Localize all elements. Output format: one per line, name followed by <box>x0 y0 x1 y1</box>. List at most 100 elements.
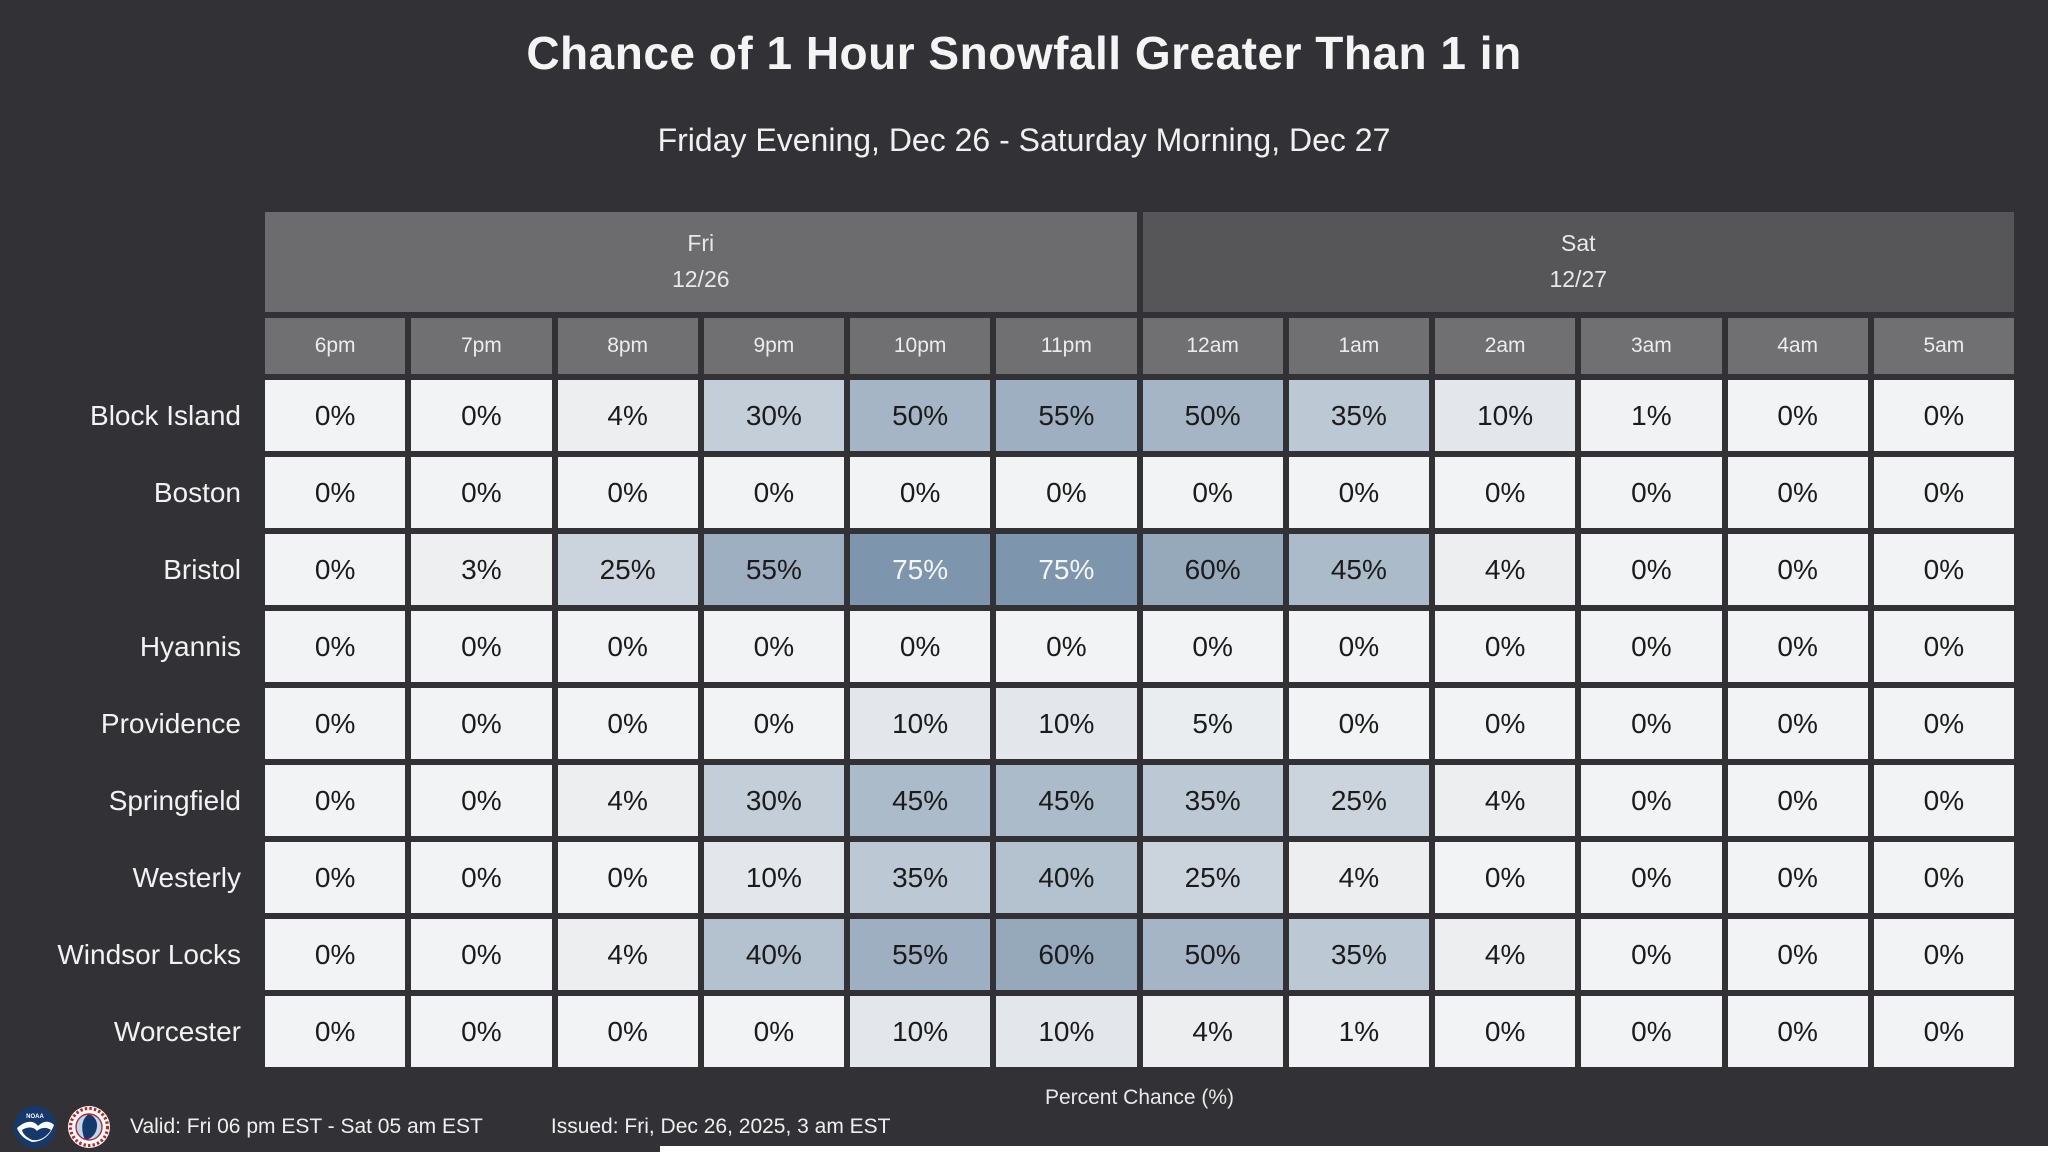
page-subtitle: Friday Evening, Dec 26 - Saturday Mornin… <box>657 122 1391 158</box>
hour-header-5am: 5am <box>1873 318 2014 374</box>
value-cell: 0% <box>1873 688 2014 759</box>
value-cell: 0% <box>1435 457 1576 528</box>
hour-header-10pm: 10pm <box>850 318 991 374</box>
value-cell: 0% <box>1581 842 1722 913</box>
hour-header-9pm: 9pm <box>703 318 844 374</box>
value-cell: 10% <box>1435 380 1576 451</box>
value-cell: 0% <box>996 611 1137 682</box>
value-cell: 0% <box>1873 842 2014 913</box>
value-cell: 4% <box>557 765 698 836</box>
value-cell: 0% <box>1581 457 1722 528</box>
value-cell: 0% <box>411 611 552 682</box>
value-cell: 0% <box>1435 996 1576 1067</box>
value-cell: 0% <box>265 534 406 605</box>
value-cell: 75% <box>850 534 991 605</box>
probability-grid: Fri 12/26 Sat 12/27 6pm 7pm 8pm 9pm 10pm 11pm 12am… <box>0 212 2014 1067</box>
value-cell: 25% <box>1288 765 1429 836</box>
value-cell: 50% <box>850 380 991 451</box>
percent-chance-label: Percent Chance (%) <box>1044 1086 1235 1109</box>
value-cell: 50% <box>1142 380 1283 451</box>
value-cell: 0% <box>850 457 991 528</box>
value-cell: 55% <box>850 919 991 990</box>
hour-header-1am: 1am <box>1288 318 1429 374</box>
value-cell: 35% <box>1288 380 1429 451</box>
value-cell: 0% <box>411 842 552 913</box>
day-name: Fri <box>687 230 715 257</box>
value-cell: 30% <box>703 380 844 451</box>
day-header-fri: Fri 12/26 <box>265 212 1137 312</box>
row-label-worcester: Worcester <box>113 1015 241 1047</box>
value-cell: 0% <box>1581 534 1722 605</box>
value-cell: 4% <box>1288 842 1429 913</box>
value-cell: 4% <box>1435 534 1576 605</box>
row-label-westerly: Westerly <box>132 861 241 893</box>
value-cell: 60% <box>1142 534 1283 605</box>
value-cell: 5% <box>1142 688 1283 759</box>
value-cell: 0% <box>1727 688 1868 759</box>
value-cell: 0% <box>265 919 406 990</box>
value-cell: 0% <box>1873 919 2014 990</box>
value-cell: 45% <box>996 765 1137 836</box>
hour-header-12am: 12am <box>1142 318 1283 374</box>
value-cell: 10% <box>996 688 1137 759</box>
value-cell: 4% <box>557 919 698 990</box>
value-cell: 0% <box>1581 688 1722 759</box>
value-cell: 0% <box>265 688 406 759</box>
page-bottom-edge <box>660 1146 2048 1152</box>
valid-text: Valid: Fri 06 pm EST - Sat 05 am EST <box>130 1115 483 1138</box>
value-cell: 10% <box>996 996 1137 1067</box>
value-cell: 0% <box>850 611 991 682</box>
value-cell: 0% <box>1727 765 1868 836</box>
row-label-windsor-locks: Windsor Locks <box>57 938 241 970</box>
value-cell: 0% <box>703 611 844 682</box>
row-label-hyannis: Hyannis <box>139 630 241 662</box>
value-cell: 0% <box>1288 611 1429 682</box>
value-cell: 25% <box>1142 842 1283 913</box>
value-cell: 55% <box>996 380 1137 451</box>
value-cell: 0% <box>703 996 844 1067</box>
value-cell: 40% <box>996 842 1137 913</box>
value-cell: 0% <box>1727 611 1868 682</box>
noaa-logo-icon: NOAA <box>14 1106 56 1148</box>
value-cell: 3% <box>411 534 552 605</box>
value-cell: 0% <box>265 842 406 913</box>
value-cell: 0% <box>265 457 406 528</box>
day-name: Sat <box>1560 230 1596 257</box>
value-cell: 0% <box>411 996 552 1067</box>
value-cell: 0% <box>557 996 698 1067</box>
value-cell: 0% <box>1873 611 2014 682</box>
value-cell: 0% <box>557 688 698 759</box>
value-cell: 0% <box>411 765 552 836</box>
hour-header-2am: 2am <box>1435 318 1576 374</box>
issued-text: Issued: Fri, Dec 26, 2025, 3 am EST <box>550 1115 891 1138</box>
hour-row-spacer <box>0 318 259 374</box>
value-cell: 0% <box>1435 611 1576 682</box>
day-header-sat: Sat 12/27 <box>1142 212 2014 312</box>
value-cell: 4% <box>1435 919 1576 990</box>
nws-logo-icon <box>68 1106 110 1148</box>
value-cell: 0% <box>557 842 698 913</box>
value-cell: 4% <box>1142 996 1283 1067</box>
value-cell: 0% <box>411 380 552 451</box>
value-cell: 0% <box>1581 919 1722 990</box>
value-cell: 0% <box>265 611 406 682</box>
day-date: 12/26 <box>671 266 730 292</box>
value-cell: 25% <box>557 534 698 605</box>
hour-header-7pm: 7pm <box>411 318 552 374</box>
value-cell: 0% <box>411 457 552 528</box>
value-cell: 0% <box>557 611 698 682</box>
svg-text:NOAA: NOAA <box>26 1114 44 1120</box>
hour-header-4am: 4am <box>1727 318 1868 374</box>
value-cell: 35% <box>850 842 991 913</box>
value-cell: 0% <box>1873 996 2014 1067</box>
value-cell: 0% <box>1288 457 1429 528</box>
value-cell: 0% <box>557 457 698 528</box>
row-label-bristol: Bristol <box>163 553 241 585</box>
row-label-springfield: Springfield <box>108 784 241 816</box>
value-cell: 40% <box>703 919 844 990</box>
value-cell: 0% <box>1873 534 2014 605</box>
hour-header-3am: 3am <box>1581 318 1722 374</box>
value-cell: 45% <box>850 765 991 836</box>
value-cell: 0% <box>265 380 406 451</box>
row-label-providence: Providence <box>100 707 241 739</box>
